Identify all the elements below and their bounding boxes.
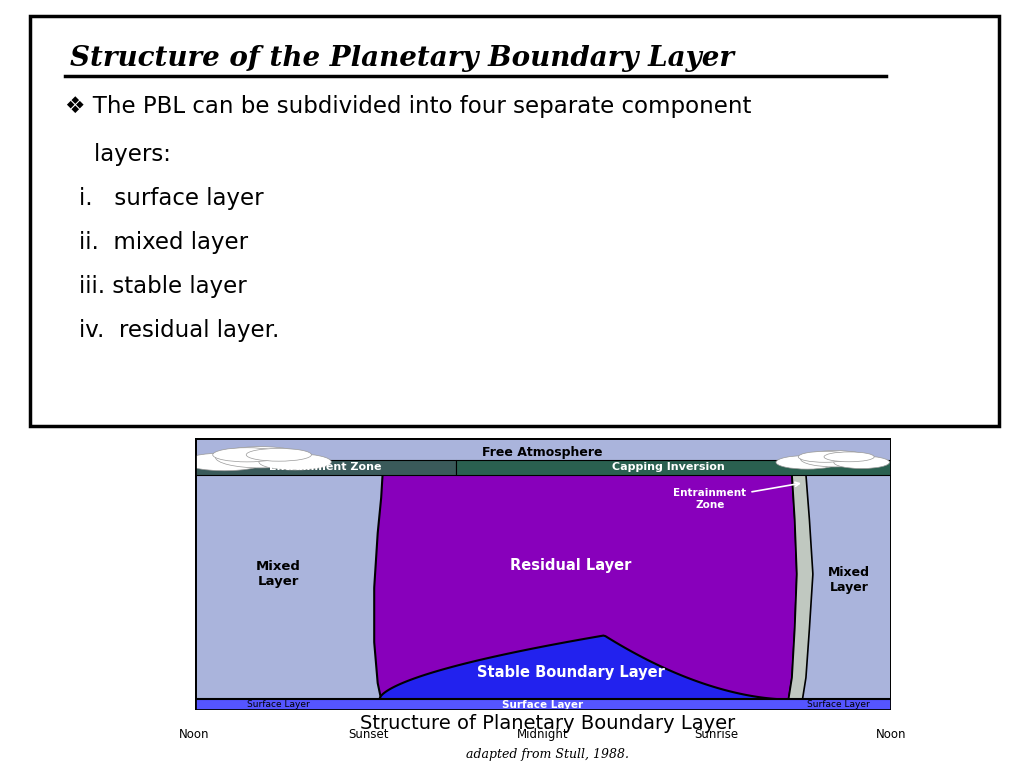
Text: Entrainment Zone: Entrainment Zone — [268, 462, 381, 472]
Ellipse shape — [259, 454, 332, 470]
Text: layers:: layers: — [65, 144, 171, 167]
Text: iv.  residual layer.: iv. residual layer. — [80, 319, 280, 343]
Text: Mixed
Layer: Mixed Layer — [256, 560, 301, 588]
Text: Structure of Planetary Boundary Layer: Structure of Planetary Boundary Layer — [360, 714, 735, 733]
Ellipse shape — [824, 452, 874, 462]
Ellipse shape — [776, 455, 839, 469]
Polygon shape — [374, 475, 797, 700]
Text: Stable Boundary Layer: Stable Boundary Layer — [476, 665, 665, 680]
Text: Structure of the Planetary Boundary Layer: Structure of the Planetary Boundary Laye… — [70, 45, 733, 72]
Text: Sunrise: Sunrise — [694, 728, 739, 741]
Text: Entrainment
Zone: Entrainment Zone — [673, 482, 800, 510]
Ellipse shape — [801, 451, 870, 467]
Text: Noon: Noon — [179, 728, 210, 741]
Polygon shape — [379, 636, 788, 700]
Bar — [456, 459, 891, 475]
Ellipse shape — [799, 452, 851, 462]
Text: Capping Inversion: Capping Inversion — [611, 462, 724, 472]
Ellipse shape — [834, 456, 890, 468]
Ellipse shape — [215, 447, 306, 468]
Text: Residual Layer: Residual Layer — [510, 558, 631, 574]
Text: Surface Layer: Surface Layer — [502, 700, 584, 710]
Text: Surface Layer: Surface Layer — [247, 700, 309, 709]
FancyBboxPatch shape — [31, 15, 998, 426]
Bar — [195, 459, 456, 475]
Text: Sunset: Sunset — [348, 728, 389, 741]
Text: iii. stable layer: iii. stable layer — [80, 275, 247, 298]
Ellipse shape — [246, 449, 311, 461]
Ellipse shape — [213, 448, 282, 462]
Ellipse shape — [183, 453, 265, 471]
Text: i.   surface layer: i. surface layer — [80, 187, 264, 210]
Text: Midnight: Midnight — [517, 728, 568, 741]
Text: Surface Layer: Surface Layer — [807, 700, 870, 709]
Text: Noon: Noon — [876, 728, 906, 741]
Polygon shape — [788, 475, 813, 700]
Text: ii.  mixed layer: ii. mixed layer — [80, 231, 249, 254]
Text: Free Atmosphere: Free Atmosphere — [482, 446, 603, 459]
Bar — [195, 700, 891, 710]
Text: adapted from Stull, 1988.: adapted from Stull, 1988. — [466, 748, 630, 761]
Text: Mixed
Layer: Mixed Layer — [828, 565, 870, 594]
Text: ❖ The PBL can be subdivided into four separate component: ❖ The PBL can be subdivided into four se… — [65, 95, 751, 118]
